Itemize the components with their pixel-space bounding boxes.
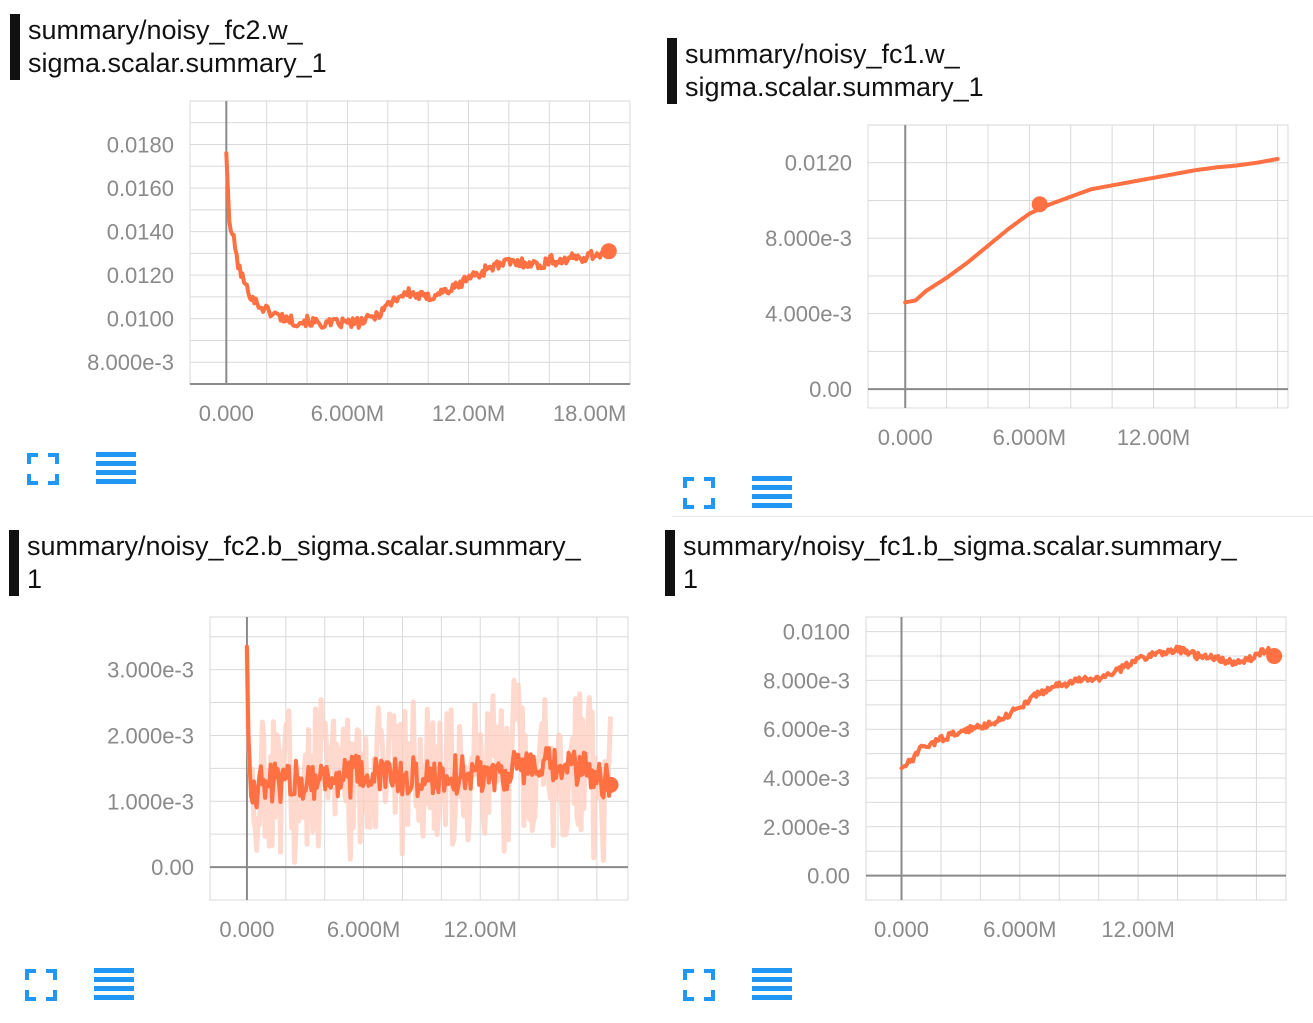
x-tick-label: 18.00M [553,401,626,426]
y-tick-label: 4.000e-3 [763,766,850,791]
grid-lines [190,100,631,385]
chart-title-line2: 1 [683,564,699,594]
y-tick-label: 0.00 [151,855,194,880]
series-marker[interactable] [600,243,617,260]
chart-title: summary/noisy_fc2.b_sigma.scalar.summary… [27,530,581,596]
chart-title-line1: summary/noisy_fc1.w_ [685,39,960,69]
plot-frame [867,124,1289,409]
plot-frame [209,616,629,901]
chart-title-line2: sigma.scalar.summary_1 [28,48,327,78]
y-tick-label: 0.0160 [107,176,174,201]
y-tick-label: 8.000e-3 [763,668,850,693]
x-tick-label: 6.000M [311,401,384,426]
title-accent-bar [665,530,675,596]
chart-title-line1: summary/noisy_fc1.b_sigma.scalar.summary… [683,531,1237,561]
series-marker[interactable] [602,776,619,793]
series-marker[interactable] [1031,196,1048,213]
data-list-icon[interactable] [752,474,792,510]
y-tick-label: 8.000e-3 [765,226,852,251]
x-tick-label: 6.000M [327,917,400,942]
chart-title-line1: summary/noisy_fc2.w_ [28,15,303,45]
x-tick-label: 0.000 [874,917,929,942]
y-tick-label: 0.00 [807,864,850,889]
x-tick-label: 0.000 [219,917,274,942]
x-tick-label: 0.000 [878,425,933,450]
data-list-icon[interactable] [752,966,792,1002]
x-tick-label: 12.00M [444,917,517,942]
series-line [899,644,1277,771]
chart-title: summary/noisy_fc2.w_ sigma.scalar.summar… [28,14,327,80]
line-chart[interactable]: 0.00 2.000e-3 4.000e-3 6.000e-3 8.000e-3 0.01… [656,612,1313,952]
title-accent-bar [9,530,19,596]
chart-card-fc1-w-sigma: summary/noisy_fc1.w_ sigma.scalar.summar… [656,0,1313,516]
data-list-icon[interactable] [94,966,134,1002]
plot-frame [865,616,1287,901]
chart-title-line2: sigma.scalar.summary_1 [685,72,984,102]
series-marker[interactable] [1266,648,1283,665]
chart-title: summary/noisy_fc1.b_sigma.scalar.summary… [683,530,1237,596]
y-tick-label: 0.0180 [107,133,174,158]
chart-card-fc2-w-sigma: summary/noisy_fc2.w_ sigma.scalar.summar… [0,0,650,510]
fullscreen-icon[interactable] [682,968,716,1002]
x-tick-label: 6.000M [983,917,1056,942]
fullscreen-icon[interactable] [26,452,60,486]
fullscreen-icon[interactable] [682,476,716,510]
x-tick-label: 12.00M [1101,917,1174,942]
x-tick-label: 12.00M [1117,425,1190,450]
line-chart[interactable]: 0.00 1.000e-3 2.000e-3 3.000e-3 0.000 6.000M 1… [0,612,650,952]
series-line [903,157,1280,305]
y-tick-label: 6.000e-3 [763,717,850,742]
chart-title: summary/noisy_fc1.w_ sigma.scalar.summar… [685,38,984,104]
chart-title-line2: 1 [27,564,43,594]
chart-card-fc1-b-sigma: summary/noisy_fc1.b_sigma.scalar.summary… [656,520,1313,1023]
x-tick-label: 0.000 [199,401,254,426]
series-line [224,151,611,330]
raw-series-line [244,646,613,865]
grid-lines [868,124,1288,408]
series-line [244,644,613,810]
y-tick-label: 0.0140 [107,220,174,245]
x-tick-label: 12.00M [432,401,505,426]
y-tick-label: 2.000e-3 [763,815,850,840]
y-tick-label: 2.000e-3 [107,723,194,748]
title-accent-bar [10,14,20,80]
chart-card-fc2-b-sigma: summary/noisy_fc2.b_sigma.scalar.summary… [0,520,650,1023]
title-accent-bar [667,38,677,104]
line-chart[interactable]: 8.000e-3 0.0100 0.0120 0.0140 0.0160 0.0180 0.… [0,96,650,536]
y-tick-label: 3.000e-3 [107,658,194,683]
y-tick-label: 0.0120 [107,263,174,288]
y-tick-label: 0.0100 [783,620,850,645]
plot-frame [189,100,631,385]
y-tick-label: 4.000e-3 [765,302,852,327]
x-tick-label: 6.000M [993,425,1066,450]
chart-title-line1: summary/noisy_fc2.b_sigma.scalar.summary… [27,531,581,561]
data-list-icon[interactable] [96,450,136,486]
y-tick-label: 1.000e-3 [107,789,194,814]
card-divider [672,516,1313,517]
y-tick-label: 0.0120 [785,151,852,176]
y-tick-label: 8.000e-3 [87,350,174,375]
fullscreen-icon[interactable] [24,968,58,1002]
y-tick-label: 0.00 [809,377,852,402]
line-chart[interactable]: 0.00 4.000e-3 8.000e-3 0.0120 0.000 6.000M 12.… [656,120,1313,460]
y-tick-label: 0.0100 [107,307,174,332]
